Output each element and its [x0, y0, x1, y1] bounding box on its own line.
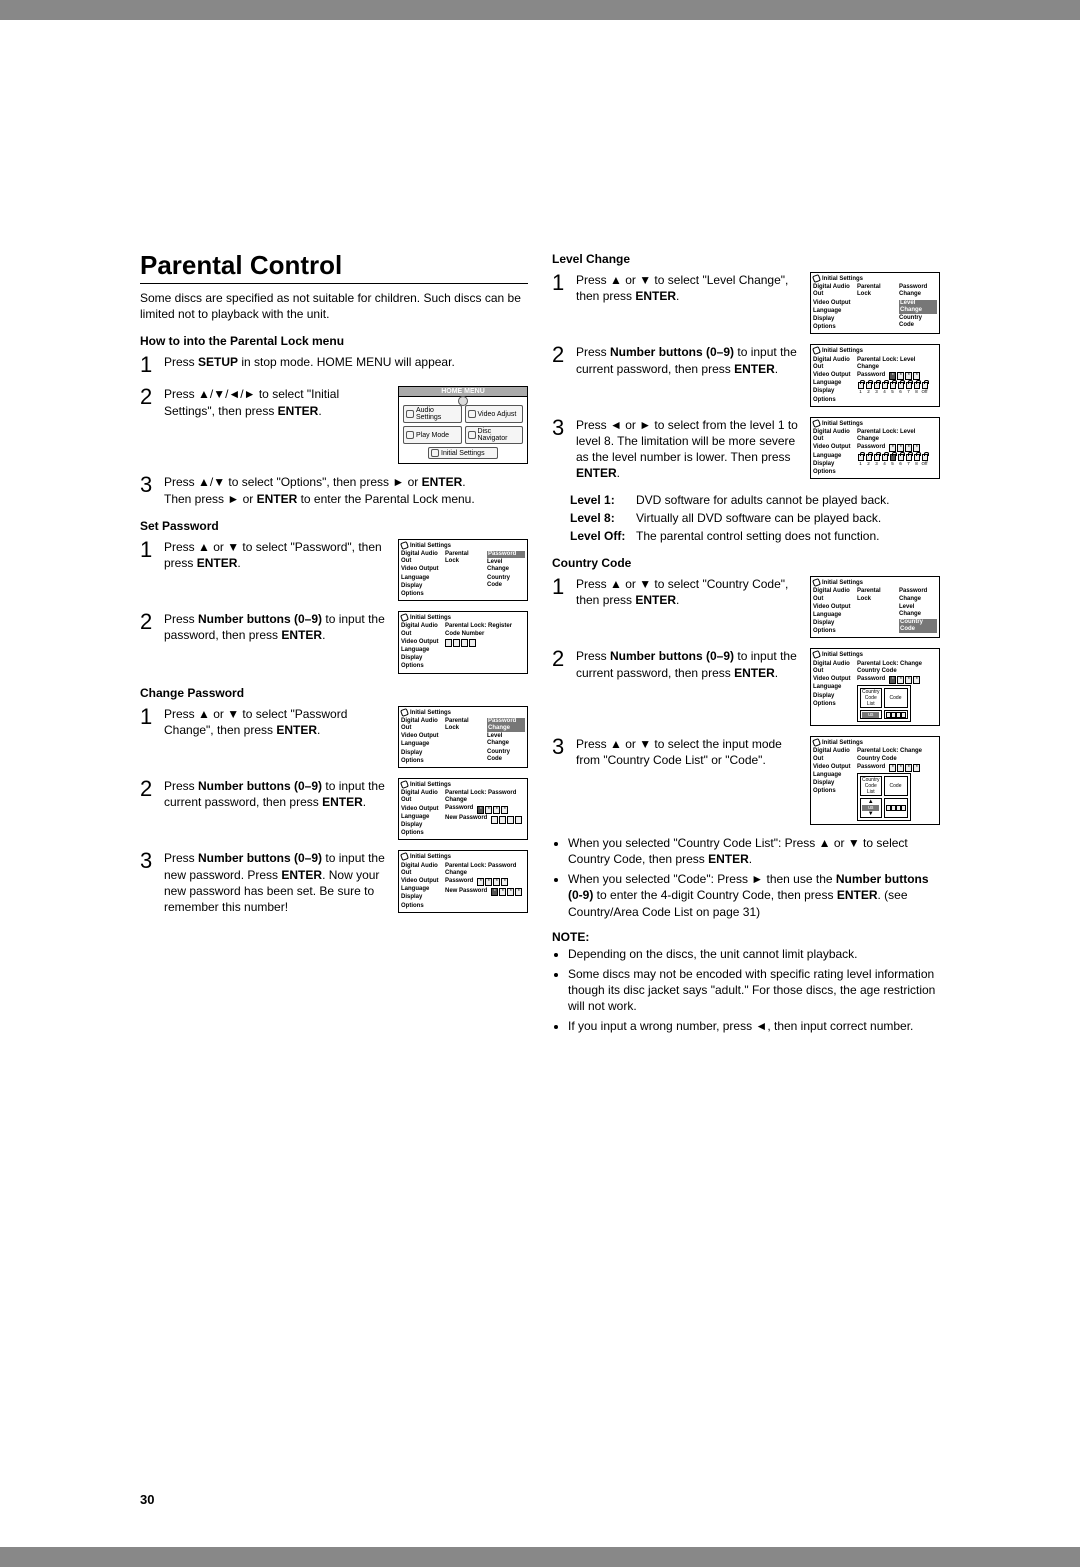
osd-figure: Initial Settings Digital Audio OutVideo …: [398, 539, 528, 601]
osd-figure: Initial Settings Digital Audio OutVideo …: [810, 576, 940, 638]
note-bullets: Depending on the discs, the unit cannot …: [552, 946, 940, 1035]
audio-icon: [406, 410, 414, 418]
two-column-layout: Parental Control Some discs are specifie…: [140, 250, 940, 1039]
step-text: Press Number buttons (0–9) to input the …: [164, 778, 386, 810]
level-definitions: Level 1:DVD software for adults cannot b…: [570, 492, 940, 545]
osd-icon: [812, 274, 821, 283]
home-menu-title: HOME MENU: [441, 388, 485, 395]
osd-icon: [812, 650, 821, 659]
play-icon: [406, 431, 414, 439]
step-text: Press ▲ or ▼ to select the input mode fr…: [576, 736, 798, 768]
osd-icon: [400, 780, 409, 789]
level-change-step-3: 3 Press ◄ or ► to select from the level …: [552, 417, 940, 482]
note-heading: NOTE:: [552, 930, 940, 944]
howto-step-3: 3 Press ▲/▼ to select "Options", then pr…: [140, 474, 528, 506]
step-number: 3: [140, 474, 158, 496]
level-change-step-2: 2 Press Number buttons (0–9) to input th…: [552, 344, 940, 406]
page-title: Parental Control: [140, 250, 528, 284]
osd-icon: [400, 541, 409, 550]
step-number: 1: [140, 354, 158, 376]
initial-icon: [431, 449, 439, 457]
right-column: Level Change 1 Press ▲ or ▼ to select "L…: [552, 250, 940, 1039]
set-pw-step-2: 2 Press Number buttons (0–9) to input th…: [140, 611, 528, 673]
osd-icon: [400, 708, 409, 717]
manual-page: Parental Control Some discs are specifie…: [0, 20, 1080, 1547]
video-icon: [468, 410, 476, 418]
level-change-heading: Level Change: [552, 252, 940, 266]
step-text: Press ◄ or ► to select from the level 1 …: [576, 417, 798, 482]
step-text: Press ▲ or ▼ to select "Level Change", t…: [576, 272, 798, 304]
left-column: Parental Control Some discs are specifie…: [140, 250, 528, 1039]
set-pw-step-1: 1 Press ▲ or ▼ to select "Password", the…: [140, 539, 528, 601]
osd-figure: Initial Settings Digital Audio OutVideo …: [398, 778, 528, 840]
page-number: 30: [140, 1492, 154, 1507]
osd-icon: [812, 578, 821, 587]
step-number: 2: [552, 344, 570, 366]
osd-figure: Initial Settings Digital Audio OutVideo …: [810, 344, 940, 406]
osd-figure: Initial Settings Digital Audio OutVideo …: [810, 417, 940, 479]
osd-figure: Initial Settings Digital Audio OutVideo …: [398, 706, 528, 768]
change-password-heading: Change Password: [140, 686, 528, 700]
change-pw-step-1: 1 Press ▲ or ▼ to select "Password Chang…: [140, 706, 528, 768]
osd-figure: Initial Settings Digital Audio OutVideo …: [398, 611, 528, 673]
list-item: When you selected "Code": Press ► then u…: [568, 871, 940, 920]
step-text: Press ▲ or ▼ to select "Country Code", t…: [576, 576, 798, 608]
step-text: Press ▲/▼ to select "Options", then pres…: [164, 474, 528, 506]
howto-heading: How to into the Parental Lock menu: [140, 334, 528, 348]
list-item: If you input a wrong number, press ◄, th…: [568, 1018, 940, 1034]
step-text: Press ▲ or ▼ to select "Password Change"…: [164, 706, 386, 738]
osd-figure: Initial Settings Digital Audio OutVideo …: [810, 272, 940, 334]
list-item: Depending on the discs, the unit cannot …: [568, 946, 940, 962]
cc-bullets: When you selected "Country Code List": P…: [552, 835, 940, 920]
level-change-step-1: 1 Press ▲ or ▼ to select "Level Change",…: [552, 272, 940, 334]
list-item: When you selected "Country Code List": P…: [568, 835, 940, 867]
country-code-step-3: 3 Press ▲ or ▼ to select the input mode …: [552, 736, 940, 825]
step-text: Press Number buttons (0–9) to input the …: [164, 850, 386, 915]
step-number: 1: [140, 706, 158, 728]
cc-list-table: Country Code ListCode us: [857, 685, 911, 722]
step-number: 1: [552, 272, 570, 294]
country-code-step-1: 1 Press ▲ or ▼ to select "Country Code",…: [552, 576, 940, 638]
step-number: 2: [552, 648, 570, 670]
step-text: Press Number buttons (0–9) to input the …: [576, 648, 798, 680]
intro-text: Some discs are specified as not suitable…: [140, 290, 528, 322]
country-code-heading: Country Code: [552, 556, 940, 570]
osd-icon: [812, 419, 821, 428]
osd-figure: Initial Settings Digital Audio OutVideo …: [810, 736, 940, 825]
step-number: 1: [552, 576, 570, 598]
disc-icon: [468, 431, 476, 439]
step-text: Press ▲/▼/◄/► to select "Initial Setting…: [164, 386, 386, 418]
step-number: 3: [140, 850, 158, 872]
step-number: 2: [140, 611, 158, 633]
howto-step-2: 2 Press ▲/▼/◄/► to select "Initial Setti…: [140, 386, 528, 464]
step-number: 1: [140, 539, 158, 561]
osd-figure: Initial Settings Digital Audio OutVideo …: [398, 850, 528, 912]
change-pw-step-3: 3 Press Number buttons (0–9) to input th…: [140, 850, 528, 915]
list-item: Some discs may not be encoded with speci…: [568, 966, 940, 1015]
osd-icon: [812, 738, 821, 747]
step-number: 2: [140, 386, 158, 408]
change-pw-step-2: 2 Press Number buttons (0–9) to input th…: [140, 778, 528, 840]
home-menu-figure: HOME MENU Audio Settings Video Adjust Pl…: [398, 386, 528, 464]
step-number: 2: [140, 778, 158, 800]
step-text: Press Number buttons (0–9) to input the …: [164, 611, 386, 643]
country-code-step-2: 2 Press Number buttons (0–9) to input th…: [552, 648, 940, 726]
set-password-heading: Set Password: [140, 519, 528, 533]
cc-list-table: Country Code ListCode ▲us▼: [857, 773, 911, 821]
step-text: Press SETUP in stop mode. HOME MENU will…: [164, 354, 528, 370]
osd-figure: Initial Settings Digital Audio OutVideo …: [810, 648, 940, 726]
step-number: 3: [552, 417, 570, 439]
osd-icon: [812, 346, 821, 355]
osd-icon: [400, 852, 409, 861]
step-text: Press Number buttons (0–9) to input the …: [576, 344, 798, 376]
step-number: 3: [552, 736, 570, 758]
osd-icon: [400, 613, 409, 622]
step-text: Press ▲ or ▼ to select "Password", then …: [164, 539, 386, 571]
howto-step-1: 1 Press SETUP in stop mode. HOME MENU wi…: [140, 354, 528, 376]
